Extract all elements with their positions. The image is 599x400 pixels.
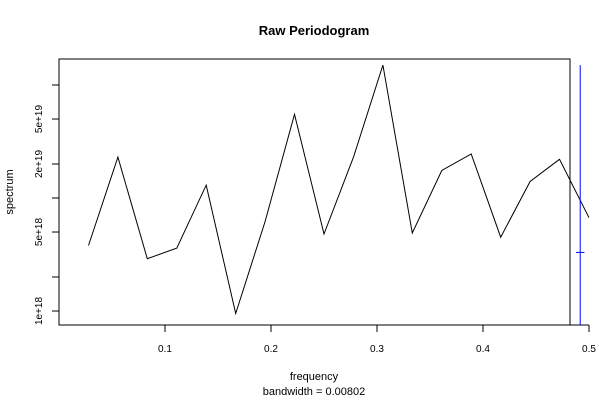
x-tick-label: 0.1 [158, 344, 172, 355]
y-axis-label: spectrum [4, 169, 16, 214]
plot-frame [58, 58, 571, 326]
y-tick-label: 5e+19 [34, 105, 45, 134]
x-tick-label: 0.5 [582, 344, 596, 355]
bandwidth-marker [575, 65, 585, 325]
y-tick-label: 2e+19 [34, 150, 45, 179]
x-tick-label: 0.3 [370, 344, 384, 355]
x-axis: 0.1 0.2 0.3 0.4 0.5 [158, 324, 596, 355]
y-axis: 1e+18 5e+18 2e+19 5e+19 [34, 84, 60, 326]
bandwidth-label: bandwidth = 0.00802 [263, 386, 365, 398]
x-tick-label: 0.2 [264, 344, 278, 355]
chart-title: Raw Periodogram [259, 23, 370, 38]
x-axis-label: frequency [290, 371, 339, 383]
y-tick-label: 1e+18 [34, 297, 45, 326]
spectrum-line [88, 64, 590, 316]
x-tick-label: 0.4 [476, 344, 490, 355]
y-tick-label: 5e+18 [34, 218, 45, 247]
data-series [88, 64, 590, 316]
